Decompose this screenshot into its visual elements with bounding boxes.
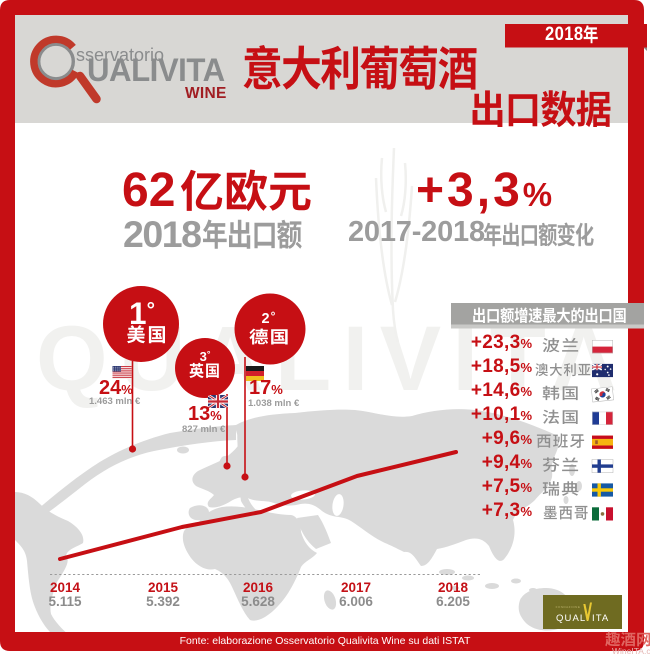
svg-text:ITA: ITA xyxy=(592,613,609,624)
svg-text:WineITA.com: WineITA.com xyxy=(612,646,650,656)
svg-text:FONDAZIONE: FONDAZIONE xyxy=(556,605,581,609)
svg-text:QUALI: QUALI xyxy=(556,613,590,624)
